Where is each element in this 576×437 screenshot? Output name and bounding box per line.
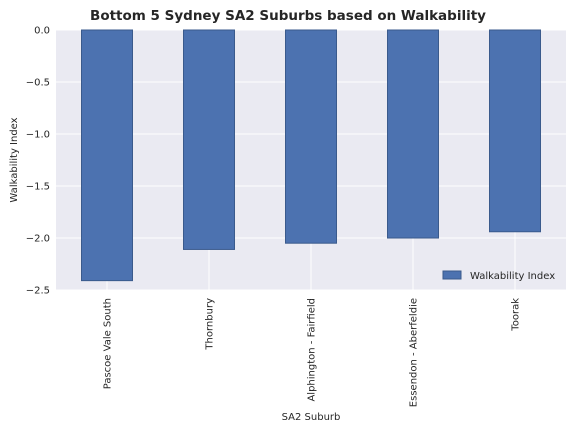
x-tick-label: Alphington - Fairfield <box>307 298 318 402</box>
bars <box>81 29 541 282</box>
x-tick-label: Toorak <box>511 298 522 332</box>
x-tick-label: Thornbury <box>205 298 216 351</box>
y-tick-label: −0.5 <box>26 78 50 89</box>
bar-thornbury <box>183 29 235 250</box>
x-axis-ticks: Pascoe Vale South Thornbury Alphington - F… <box>103 298 522 407</box>
y-tick-label: −1.5 <box>26 182 50 193</box>
bar-pascoe-vale-south <box>81 29 133 282</box>
y-axis-ticks: 0.0 −0.5 −1.0 −1.5 −2.0 −2.5 <box>26 26 50 297</box>
legend-label: Walkability Index <box>470 271 555 282</box>
y-tick-label: −1.0 <box>26 130 50 141</box>
legend: Walkability Index <box>442 270 555 282</box>
x-axis-label: SA2 Suburb <box>282 412 341 423</box>
y-tick-label: −2.5 <box>26 286 50 297</box>
x-tick-label: Essendon - Aberfeldie <box>409 298 420 407</box>
legend-swatch <box>442 270 462 280</box>
x-tick-label: Pascoe Vale South <box>103 298 114 389</box>
chart-title: Bottom 5 Sydney SA2 Suburbs based on Wal… <box>90 8 486 24</box>
bar-alphington-fairfield <box>285 29 337 244</box>
y-tick-label: −2.0 <box>26 234 50 245</box>
y-axis-label: Walkability Index <box>9 117 20 202</box>
bar-toorak <box>489 29 541 233</box>
bar-essendon-aberfeldie <box>387 29 439 239</box>
y-tick-label: 0.0 <box>34 26 50 37</box>
